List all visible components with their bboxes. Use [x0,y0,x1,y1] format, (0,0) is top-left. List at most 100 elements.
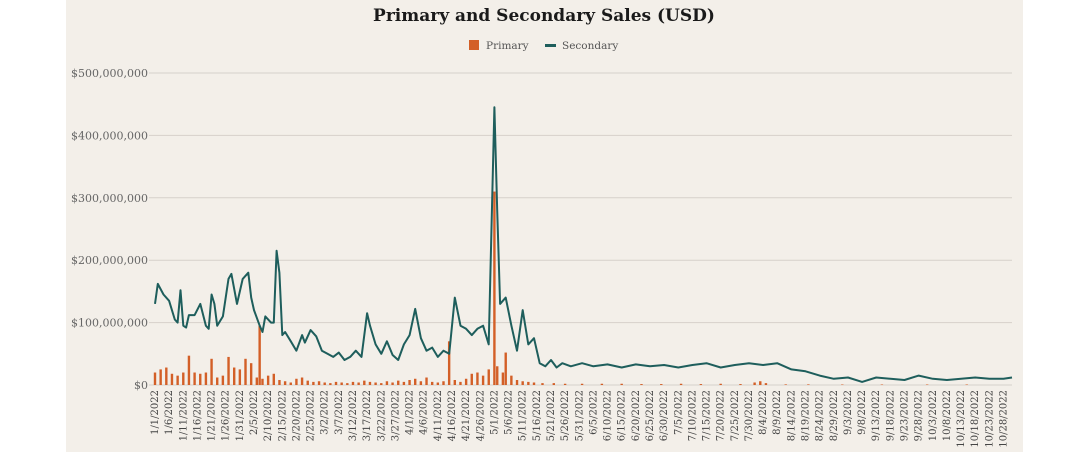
chart-title: Primary and Secondary Sales (USD) [373,6,715,26]
primary-bar [312,381,315,385]
x-tick-label: 9/13/2022 [871,390,882,441]
primary-bar [459,381,462,385]
primary-bar [216,377,219,385]
primary-bar [397,380,400,385]
x-tick-label: 7/5/2022 [673,390,684,435]
x-tick-label: 4/21/2022 [461,390,472,441]
x-tick-label: 5/1/2022 [489,390,500,435]
primary-bar [620,383,623,385]
primary-bar [430,381,434,385]
x-tick-label: 8/9/2022 [772,390,783,435]
primary-bar [385,381,389,385]
y-tick-label: $500,000,000 [71,67,148,80]
primary-bar [436,382,440,385]
primary-bar [640,384,643,385]
primary-bar [414,378,417,385]
x-tick-label: 9/3/2022 [843,390,854,435]
primary-bar [323,382,326,385]
y-axis-ticks: $0 $100,000,000 $200,000,000 $300,000,000 $4… [71,67,148,392]
x-tick-label: 3/2/2022 [320,390,331,435]
primary-bar [306,380,309,385]
primary-bar [351,381,355,385]
x-tick-label: 10/3/2022 [928,390,939,441]
y-tick-label: $100,000,000 [71,317,148,330]
x-tick-label: 7/25/2022 [730,390,741,441]
x-tick-label: 7/20/2022 [716,390,727,441]
x-tick-label: 2/5/2022 [249,390,260,435]
primary-bar [563,383,567,385]
x-tick-label: 1/16/2022 [192,390,203,441]
chart-panel [66,0,1023,452]
x-tick-label: 4/1/2022 [405,390,416,435]
primary-bar [464,378,468,385]
primary-bar [515,380,519,385]
primary-bar [238,369,242,385]
primary-bar [719,383,722,385]
x-tick-label: 1/6/2022 [164,390,175,435]
x-tick-label: 10/8/2022 [942,390,953,441]
x-tick-label: 3/12/2022 [348,390,359,441]
x-tick-label: 1/11/2022 [178,390,189,441]
primary-bar [232,367,236,385]
primary-bar [453,380,457,385]
x-tick-label: 4/11/2022 [433,390,444,441]
x-tick-label: 1/1/2022 [150,390,161,435]
x-tick-label: 3/7/2022 [334,390,345,435]
primary-bar [600,383,604,385]
primary-bar [481,375,485,385]
x-tick-label: 6/15/2022 [617,390,628,441]
primary-bar [165,367,168,385]
primary-bar [402,381,406,385]
primary-bar [357,382,360,385]
x-tick-label: 1/21/2022 [207,390,218,441]
x-tick-label: 3/22/2022 [376,390,387,441]
x-tick-label: 10/28/2022 [999,390,1010,448]
primary-bar [380,383,383,385]
x-tick-label: 3/17/2022 [362,390,373,441]
x-tick-label: 5/26/2022 [560,390,571,441]
primary-bar [496,366,499,385]
primary-bar [340,382,343,385]
x-tick-label: 3/27/2022 [390,390,401,441]
x-tick-label: 1/26/2022 [221,390,232,441]
x-tick-label: 7/30/2022 [744,390,755,441]
primary-bar [425,377,428,385]
primary-bar [532,382,536,385]
y-tick-label: $300,000,000 [71,192,148,205]
y-tick-label: $0 [134,379,148,392]
primary-bar [504,352,507,385]
y-tick-label: $200,000,000 [71,254,148,267]
primary-bar [153,372,157,385]
grid-layer [149,72,1012,386]
primary-bar [965,384,968,386]
secondary-line [154,106,1013,383]
x-tick-label: 9/18/2022 [885,390,896,441]
primary-bar [193,372,196,385]
primary-bar [258,325,261,385]
x-tick-label: 2/10/2022 [263,390,274,441]
primary-bar [660,384,663,385]
primary-bar [419,381,423,385]
primary-bar [187,355,191,385]
primary-bars [153,191,968,386]
primary-bar [807,384,810,385]
primary-bar [300,377,304,385]
primary-bar [552,383,556,385]
x-tick-label: 6/10/2022 [603,390,614,441]
primary-bar [476,372,479,385]
x-tick-label: 4/16/2022 [447,390,458,441]
primary-bar [176,375,179,385]
x-tick-label: 8/4/2022 [758,390,769,435]
x-tick-label: 6/20/2022 [631,390,642,441]
primary-bar [527,381,530,385]
x-tick-label: 7/10/2022 [687,390,698,441]
x-tick-label: 5/6/2022 [504,390,515,435]
x-tick-label: 5/11/2022 [518,390,529,441]
primary-bar [278,380,281,385]
primary-bar [289,382,292,385]
primary-bar [759,381,762,385]
x-tick-label: 2/25/2022 [306,390,317,441]
primary-bar [363,380,366,385]
primary-bar [580,383,584,385]
